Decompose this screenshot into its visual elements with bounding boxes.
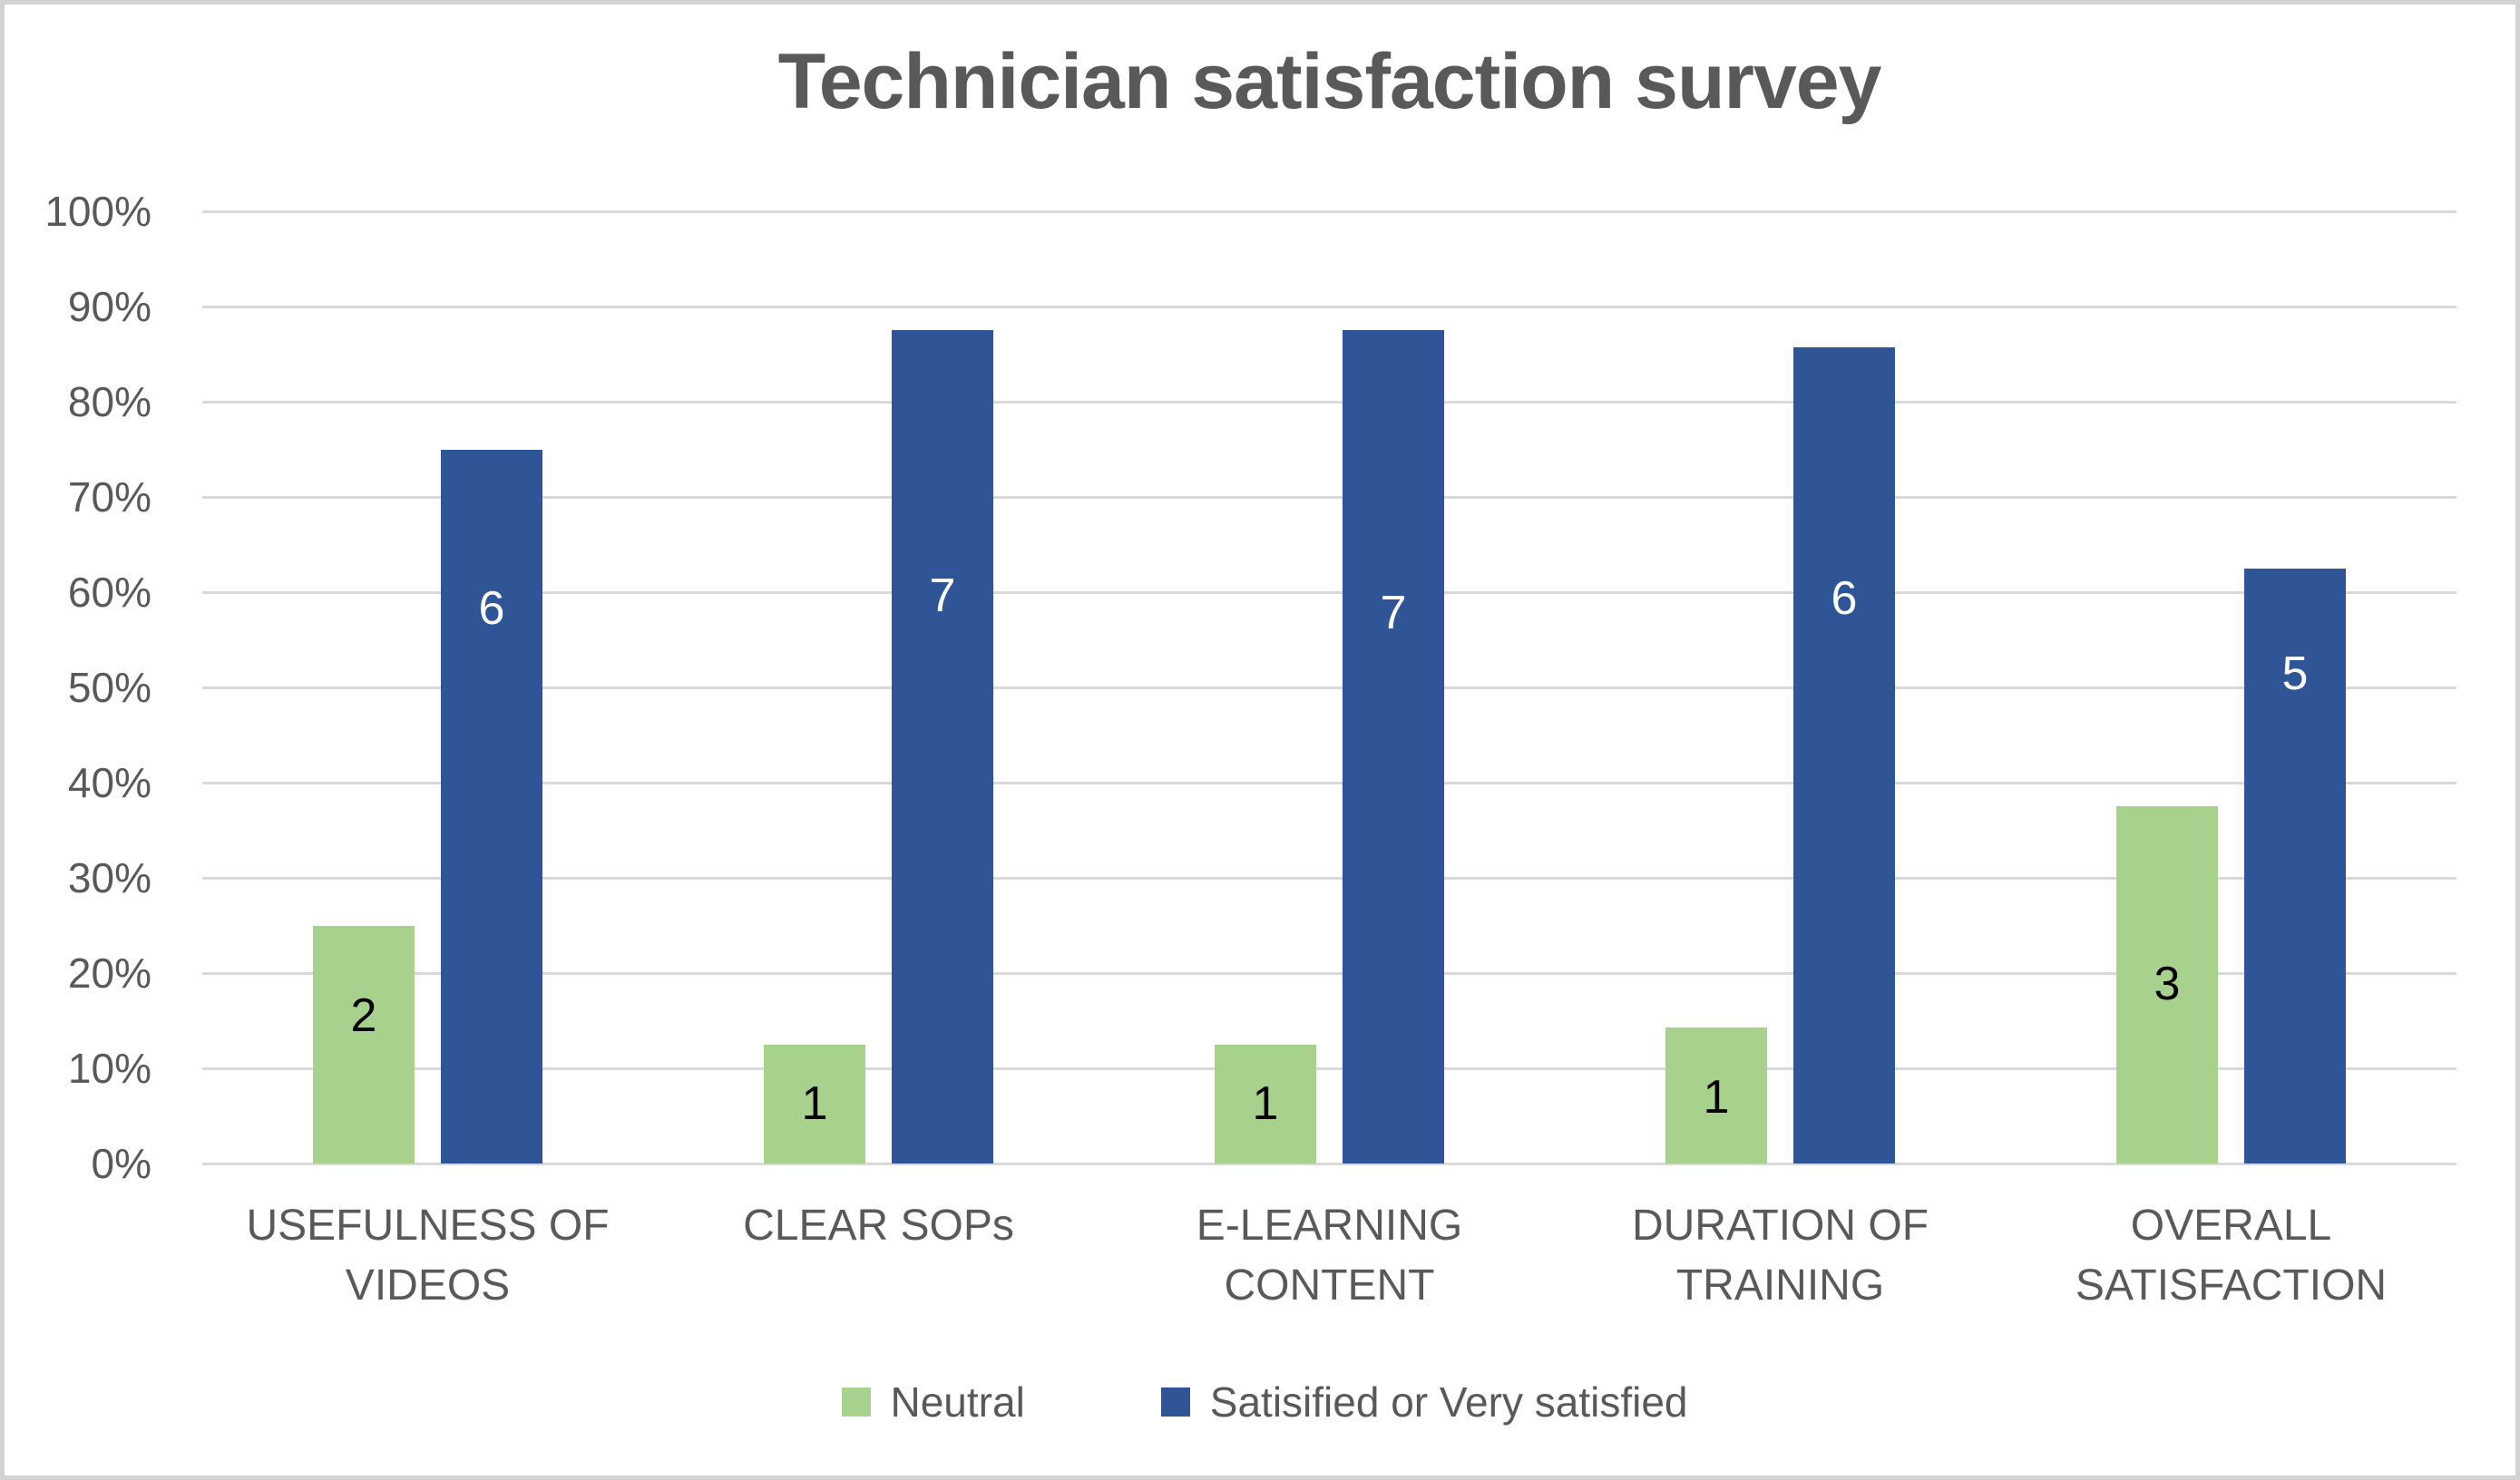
gridline bbox=[202, 686, 2457, 689]
bar-satisfied bbox=[2244, 568, 2346, 1164]
y-axis-tick-label: 20% bbox=[67, 949, 151, 997]
category-label: OVERALL SATISFACTION bbox=[2075, 1202, 2388, 1310]
y-axis-tick-label: 60% bbox=[67, 569, 151, 616]
chart-title: Technician satisfaction survey bbox=[777, 38, 1882, 125]
bar-neutral bbox=[764, 1044, 865, 1164]
legend-swatch-satisfied-icon bbox=[1160, 1388, 1190, 1417]
gridline bbox=[202, 305, 2457, 308]
legend-label: Neutral bbox=[890, 1378, 1025, 1426]
gridline bbox=[202, 495, 2457, 499]
gridline bbox=[202, 590, 2457, 594]
bar-value-label: 6 bbox=[1831, 572, 1858, 626]
category-label: USEFULNESS OF VIDEOS bbox=[246, 1202, 610, 1310]
bar-value-label: 1 bbox=[1252, 1076, 1279, 1130]
gridline bbox=[202, 400, 2457, 404]
bar-neutral bbox=[2116, 806, 2218, 1164]
legend-swatch-neutral-icon bbox=[841, 1388, 871, 1417]
bar-neutral bbox=[1215, 1044, 1316, 1164]
y-axis-tick-label: 50% bbox=[67, 664, 151, 711]
category-label: DURATION OF TRAINING bbox=[1631, 1202, 1929, 1310]
bar-value-label: 7 bbox=[1380, 587, 1407, 640]
bar-value-label: 5 bbox=[2281, 648, 2309, 701]
y-axis-tick-label: 100% bbox=[44, 188, 151, 235]
y-axis-tick-label: 90% bbox=[67, 283, 151, 330]
gridline bbox=[202, 971, 2457, 975]
gridline bbox=[202, 1162, 2457, 1165]
category-label: CLEAR SOPs bbox=[743, 1202, 1014, 1250]
gridline bbox=[202, 781, 2457, 784]
category-label: E-LEARNING CONTENT bbox=[1196, 1202, 1463, 1310]
y-axis-tick-label: 80% bbox=[67, 378, 151, 425]
bar-value-label: 6 bbox=[478, 581, 505, 635]
bar-value-label: 1 bbox=[1703, 1070, 1730, 1124]
y-axis-tick-label: 0% bbox=[91, 1140, 151, 1187]
bar-satisfied bbox=[892, 330, 993, 1164]
bar-value-label: 7 bbox=[929, 570, 956, 623]
bar-neutral bbox=[313, 925, 415, 1164]
legend-item-neutral: Neutral bbox=[841, 1378, 1025, 1426]
bar-satisfied bbox=[1343, 330, 1444, 1164]
bar-value-label: 2 bbox=[350, 989, 377, 1043]
y-axis-tick-label: 10% bbox=[67, 1045, 151, 1092]
bar-neutral bbox=[1665, 1027, 1767, 1164]
bar-value-label: 3 bbox=[2154, 957, 2181, 1010]
y-axis-tick-label: 70% bbox=[67, 473, 151, 521]
bar-value-label: 1 bbox=[801, 1076, 828, 1130]
gridline bbox=[202, 209, 2457, 213]
bar-satisfied bbox=[1793, 347, 1895, 1164]
y-axis-tick-label: 30% bbox=[67, 854, 151, 901]
plot-area: 2 1 1 1 3 6 7 7 6 5 bbox=[202, 209, 2457, 1165]
legend: Neutral Satisified or Very satisfied bbox=[5, 1370, 2515, 1434]
legend-label: Satisified or Very satisfied bbox=[1209, 1378, 1688, 1426]
y-axis-tick-label: 40% bbox=[67, 759, 151, 806]
gridline bbox=[202, 1066, 2457, 1070]
legend-item-satisfied: Satisified or Very satisfied bbox=[1160, 1378, 1688, 1426]
gridline bbox=[202, 876, 2457, 880]
bar-satisfied bbox=[441, 449, 542, 1164]
